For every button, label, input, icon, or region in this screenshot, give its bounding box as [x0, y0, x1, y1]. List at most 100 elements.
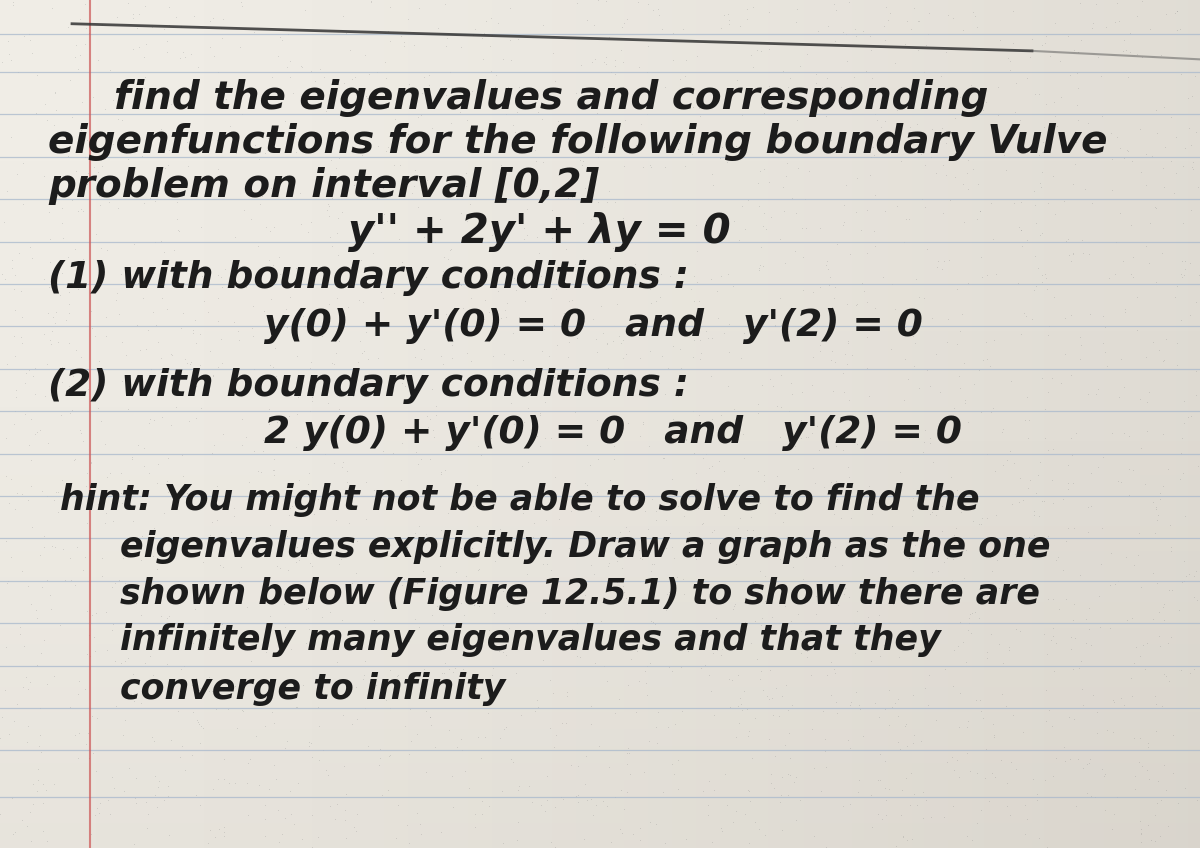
Point: [1044, 96, 1063, 109]
Point: [515, 415, 534, 428]
Point: [190, 683, 209, 697]
Point: [271, 31, 290, 44]
Point: [541, 835, 560, 848]
Point: [599, 30, 618, 43]
Point: [218, 702, 238, 716]
Point: [72, 351, 91, 365]
Point: [982, 197, 1001, 210]
Point: [28, 425, 47, 438]
Point: [1058, 29, 1078, 42]
Point: [466, 820, 485, 834]
Point: [474, 312, 493, 326]
Point: [798, 637, 817, 650]
Point: [544, 686, 563, 700]
Point: [1061, 69, 1080, 82]
Point: [19, 493, 38, 506]
Point: [784, 561, 803, 574]
Point: [1084, 16, 1103, 30]
Point: [804, 286, 823, 299]
Point: [996, 164, 1015, 177]
Point: [59, 297, 78, 310]
Point: [114, 728, 133, 742]
Point: [532, 270, 551, 283]
Point: [931, 385, 950, 399]
Point: [364, 631, 383, 644]
Point: [62, 110, 82, 124]
Point: [37, 489, 56, 503]
Point: [1054, 563, 1073, 577]
Point: [642, 159, 661, 173]
Point: [1081, 499, 1100, 512]
Point: [211, 21, 230, 35]
Point: [900, 799, 919, 812]
Point: [149, 276, 168, 289]
Point: [912, 192, 931, 206]
Point: [887, 145, 906, 159]
Point: [380, 265, 400, 278]
Point: [517, 490, 536, 504]
Point: [700, 774, 719, 788]
Point: [979, 795, 998, 808]
Point: [134, 196, 154, 209]
Point: [395, 719, 414, 733]
Point: [131, 343, 150, 357]
Point: [404, 83, 424, 97]
Point: [916, 158, 935, 171]
Point: [1158, 636, 1177, 650]
Point: [12, 488, 31, 501]
Point: [944, 552, 964, 566]
Point: [1103, 427, 1122, 440]
Point: [784, 775, 803, 789]
Point: [596, 57, 616, 70]
Point: [871, 120, 890, 134]
Point: [150, 374, 169, 388]
Point: [1171, 267, 1190, 281]
Point: [944, 401, 964, 415]
Point: [116, 713, 136, 727]
Point: [326, 346, 346, 360]
Point: [978, 447, 997, 460]
Point: [1067, 66, 1086, 80]
Point: [226, 374, 245, 388]
Point: [684, 126, 703, 139]
Point: [592, 299, 611, 313]
Point: [281, 501, 300, 515]
Point: [662, 664, 682, 678]
Point: [436, 633, 455, 647]
Point: [266, 497, 286, 510]
Point: [1108, 130, 1127, 143]
Point: [203, 369, 222, 382]
Point: [781, 376, 800, 389]
Point: [198, 640, 217, 654]
Point: [1150, 629, 1169, 643]
Point: [956, 656, 976, 669]
Point: [967, 212, 986, 226]
Point: [971, 250, 990, 264]
Point: [508, 834, 527, 847]
Point: [175, 126, 194, 139]
Point: [11, 621, 30, 634]
Point: [1063, 477, 1082, 490]
Point: [978, 645, 997, 659]
Point: [824, 540, 844, 554]
Point: [392, 437, 412, 450]
Point: [803, 546, 822, 560]
Point: [340, 516, 359, 530]
Point: [944, 643, 964, 656]
Point: [529, 700, 548, 714]
Point: [1008, 276, 1027, 290]
Point: [276, 142, 295, 155]
Point: [1092, 762, 1111, 775]
Point: [770, 430, 790, 444]
Point: [1070, 568, 1090, 582]
Point: [877, 794, 896, 807]
Point: [493, 137, 512, 151]
Point: [78, 166, 97, 180]
Point: [437, 88, 456, 102]
Point: [588, 151, 607, 165]
Point: [781, 96, 800, 109]
Point: [491, 522, 510, 536]
Point: [797, 550, 816, 564]
Point: [341, 103, 360, 117]
Point: [1001, 53, 1020, 67]
